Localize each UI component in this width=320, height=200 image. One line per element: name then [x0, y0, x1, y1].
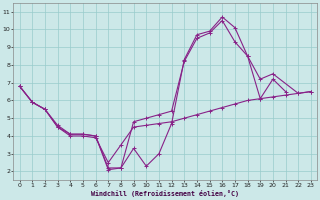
X-axis label: Windchill (Refroidissement éolien,°C): Windchill (Refroidissement éolien,°C)	[91, 190, 239, 197]
